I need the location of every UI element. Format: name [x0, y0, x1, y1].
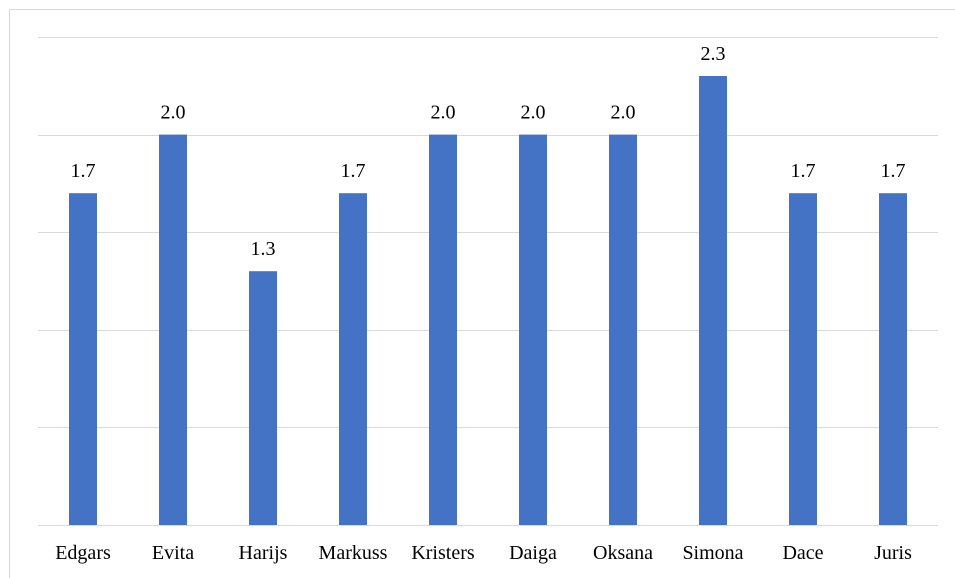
x-tick-label-simona: Simona	[682, 542, 743, 564]
x-tick-label-oksana: Oksana	[593, 542, 653, 564]
bar-edgars	[69, 193, 97, 525]
bar-juris	[879, 193, 907, 525]
data-label-juris: 1.7	[881, 160, 906, 182]
x-axis-tick-labels: Edgars Evita Harijs Markuss Kristers Daiga Oks…	[55, 542, 912, 564]
x-tick-label-dace: Dace	[782, 542, 823, 564]
data-labels: 1.7 2.0 1.3 1.7 2.0 2.0 2.0 2.3 1.7 1.7	[71, 43, 906, 260]
bar-kristers	[429, 134, 457, 525]
bar-dace	[789, 193, 817, 525]
bar-markuss	[339, 193, 367, 525]
data-label-oksana: 2.0	[611, 102, 636, 124]
data-label-simona: 2.3	[701, 43, 726, 65]
data-label-evita: 2.0	[161, 102, 186, 124]
bars	[69, 76, 907, 525]
bar-harijs	[249, 271, 277, 525]
data-label-kristers: 2.0	[431, 102, 456, 124]
data-label-harijs: 1.3	[251, 238, 276, 260]
bar-evita	[159, 134, 187, 525]
bar-simona	[699, 76, 727, 525]
data-label-daiga: 2.0	[521, 102, 546, 124]
bar-daiga	[519, 134, 547, 525]
x-tick-label-daiga: Daiga	[509, 542, 557, 564]
x-tick-label-markuss: Markuss	[319, 542, 388, 564]
x-tick-label-harijs: Harijs	[239, 542, 288, 564]
data-label-edgars: 1.7	[71, 160, 96, 182]
x-tick-label-kristers: Kristers	[411, 542, 475, 564]
x-tick-label-edgars: Edgars	[55, 542, 111, 564]
data-label-markuss: 1.7	[341, 160, 366, 182]
gridlines	[38, 37, 938, 526]
data-label-dace: 1.7	[791, 160, 816, 182]
x-tick-label-evita: Evita	[152, 542, 194, 564]
x-tick-label-juris: Juris	[874, 542, 912, 564]
bar-oksana	[609, 134, 637, 525]
